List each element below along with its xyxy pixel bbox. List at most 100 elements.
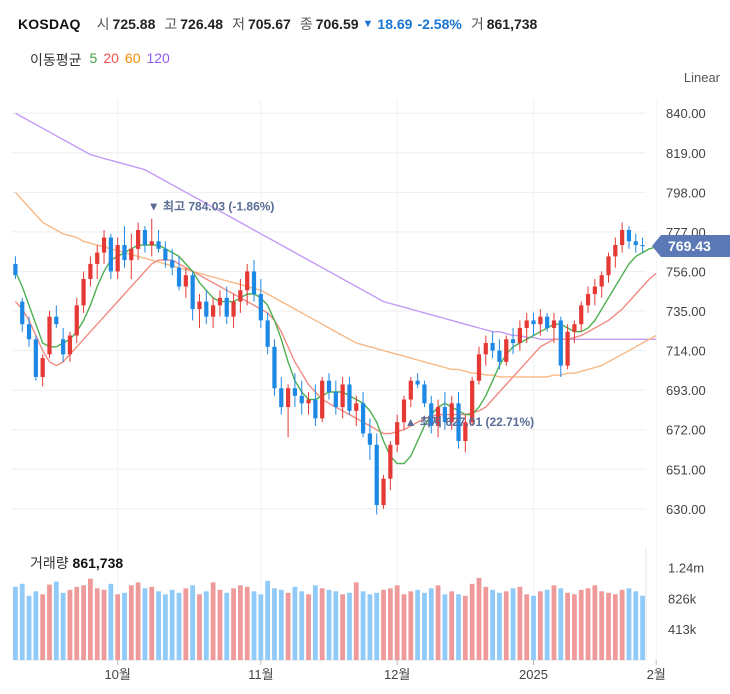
candle[interactable] bbox=[429, 395, 434, 434]
scale-type-toggle[interactable]: Linear bbox=[683, 70, 720, 85]
candle[interactable] bbox=[108, 233, 113, 279]
candle[interactable] bbox=[497, 339, 502, 370]
candle[interactable] bbox=[463, 414, 468, 453]
ma-legend-5[interactable]: 5 bbox=[89, 50, 98, 66]
candle[interactable] bbox=[163, 241, 168, 268]
candle[interactable] bbox=[572, 320, 577, 344]
candle[interactable] bbox=[313, 384, 318, 426]
candle[interactable] bbox=[47, 311, 52, 359]
candle[interactable] bbox=[306, 392, 311, 415]
candle[interactable] bbox=[599, 271, 604, 298]
candle[interactable] bbox=[360, 392, 366, 438]
candle[interactable] bbox=[320, 376, 325, 423]
candle[interactable] bbox=[299, 380, 304, 415]
candle[interactable] bbox=[408, 376, 413, 408]
candle[interactable] bbox=[374, 433, 379, 515]
candle[interactable] bbox=[197, 294, 202, 328]
candle[interactable] bbox=[40, 354, 45, 387]
candle[interactable] bbox=[88, 256, 93, 287]
candle[interactable] bbox=[26, 316, 32, 347]
candle[interactable] bbox=[279, 376, 284, 415]
candle[interactable] bbox=[183, 267, 188, 298]
candle[interactable] bbox=[101, 229, 107, 264]
candle[interactable] bbox=[367, 418, 373, 460]
candle[interactable] bbox=[558, 316, 563, 377]
candle[interactable] bbox=[538, 309, 543, 336]
candle[interactable] bbox=[510, 327, 516, 355]
candle[interactable] bbox=[633, 233, 638, 253]
candle[interactable] bbox=[190, 271, 195, 321]
candle[interactable] bbox=[415, 373, 420, 389]
candle[interactable] bbox=[490, 331, 495, 359]
candle[interactable] bbox=[231, 294, 236, 328]
candle[interactable] bbox=[265, 312, 270, 355]
candle[interactable] bbox=[579, 301, 584, 332]
candle[interactable] bbox=[545, 312, 550, 332]
candle[interactable] bbox=[456, 392, 461, 449]
candle[interactable] bbox=[585, 286, 591, 313]
candle[interactable] bbox=[504, 335, 509, 366]
candle[interactable] bbox=[20, 297, 25, 332]
candle[interactable] bbox=[524, 312, 529, 344]
candle[interactable] bbox=[272, 339, 277, 396]
ma-legend-60[interactable]: 60 bbox=[124, 50, 141, 66]
candle[interactable] bbox=[74, 297, 79, 344]
ma-legend-120[interactable]: 120 bbox=[146, 50, 170, 66]
candle[interactable] bbox=[136, 222, 141, 261]
candle[interactable] bbox=[217, 290, 223, 317]
candle[interactable] bbox=[61, 327, 66, 362]
candle[interactable] bbox=[204, 290, 209, 325]
candle[interactable] bbox=[626, 226, 632, 249]
candle[interactable] bbox=[442, 392, 448, 430]
candle[interactable] bbox=[606, 252, 611, 283]
candle[interactable] bbox=[640, 237, 645, 253]
candle[interactable] bbox=[470, 376, 475, 426]
candle[interactable] bbox=[210, 297, 216, 328]
candle[interactable] bbox=[340, 376, 345, 419]
candle[interactable] bbox=[142, 226, 148, 253]
candle[interactable] bbox=[95, 245, 100, 279]
ma-legend-20[interactable]: 20 bbox=[103, 50, 119, 66]
candle[interactable] bbox=[13, 256, 18, 279]
candle[interactable] bbox=[285, 384, 291, 438]
candle[interactable] bbox=[238, 278, 243, 313]
candle[interactable] bbox=[129, 233, 134, 279]
candle[interactable] bbox=[381, 474, 386, 509]
candle[interactable] bbox=[33, 335, 38, 381]
candle[interactable] bbox=[251, 260, 257, 302]
candle[interactable] bbox=[395, 414, 400, 453]
candle[interactable] bbox=[531, 312, 536, 336]
candle[interactable] bbox=[258, 278, 263, 328]
candle[interactable] bbox=[54, 305, 59, 328]
candle[interactable] bbox=[476, 346, 482, 385]
candle[interactable] bbox=[156, 229, 161, 253]
candle[interactable] bbox=[551, 312, 557, 344]
candle[interactable] bbox=[592, 278, 597, 306]
candle[interactable] bbox=[483, 335, 488, 366]
candle[interactable] bbox=[401, 395, 407, 430]
candle[interactable] bbox=[347, 376, 352, 415]
candle[interactable] bbox=[333, 380, 338, 415]
candle[interactable] bbox=[67, 331, 73, 362]
candle[interactable] bbox=[565, 324, 570, 370]
candle[interactable] bbox=[115, 237, 120, 279]
candle[interactable] bbox=[292, 373, 298, 408]
candle[interactable] bbox=[613, 237, 618, 268]
candle[interactable] bbox=[149, 218, 154, 257]
candle[interactable] bbox=[449, 395, 454, 430]
candle[interactable] bbox=[620, 222, 625, 253]
volume-bar bbox=[183, 588, 189, 660]
candle[interactable] bbox=[517, 320, 522, 351]
candle[interactable] bbox=[245, 263, 250, 306]
candle[interactable] bbox=[354, 395, 359, 426]
candle[interactable] bbox=[122, 226, 127, 268]
candle[interactable] bbox=[435, 399, 441, 438]
candle[interactable] bbox=[224, 286, 229, 325]
candle[interactable] bbox=[388, 440, 393, 490]
candle[interactable] bbox=[170, 248, 175, 276]
candle[interactable] bbox=[326, 373, 332, 400]
candle[interactable] bbox=[81, 271, 86, 313]
candle[interactable] bbox=[176, 256, 182, 291]
candle[interactable] bbox=[422, 380, 427, 408]
